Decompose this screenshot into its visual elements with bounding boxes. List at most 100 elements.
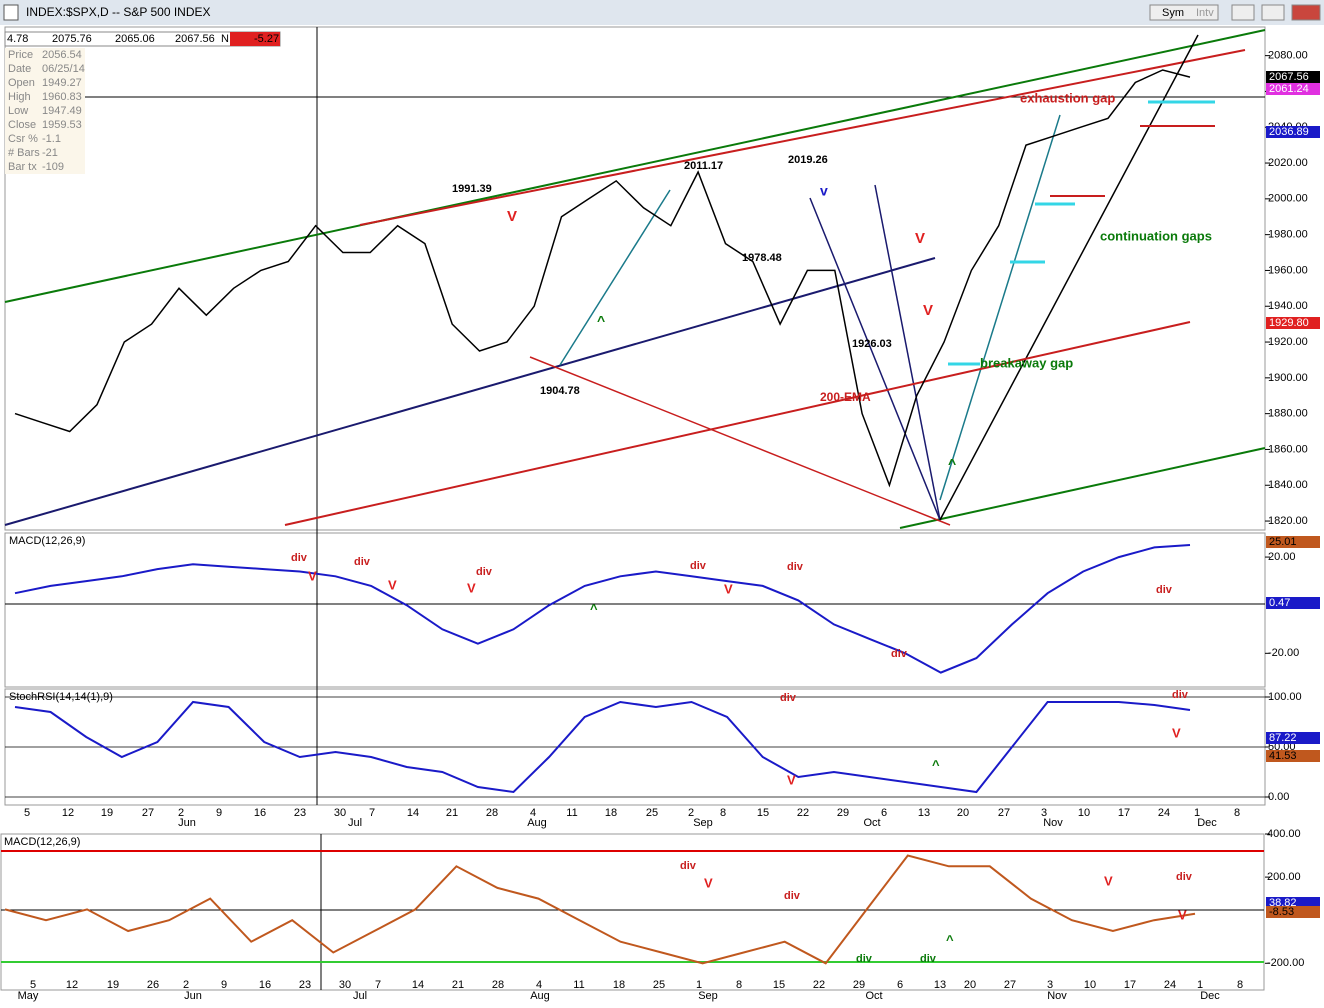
info-value: -109 — [42, 161, 64, 173]
quote-bar: 4.78 2075.76 2065.06 2067.56 N -5.27 — [4, 31, 281, 47]
x-tick-label: 13 — [918, 807, 930, 819]
x-tick-label: 30 — [339, 979, 351, 991]
info-label: Open — [8, 77, 35, 89]
info-value: -1.1 — [42, 133, 61, 145]
intv-button[interactable]: Intv — [1196, 7, 1214, 19]
quote-value: 2065.06 — [115, 33, 155, 45]
window-title: INDEX:$SPX,D -- S&P 500 INDEX — [26, 5, 211, 19]
indicator-line — [14, 700, 1191, 794]
maximize-button[interactable] — [1261, 4, 1285, 21]
value-marker-label: 0.47 — [1269, 597, 1290, 609]
x-tick-label: 8 — [1234, 807, 1240, 819]
y-tick-label: 1860.00 — [1268, 443, 1308, 455]
x-tick-label: 25 — [646, 807, 658, 819]
x-tick-label: 2 — [183, 979, 189, 991]
annotation: V — [704, 875, 713, 890]
x-tick-label: 9 — [216, 807, 222, 819]
y-tick-label: 1820.00 — [1268, 515, 1308, 527]
annotation: 2011.17 — [684, 160, 723, 172]
trend-line — [559, 189, 671, 366]
info-value: 1960.83 — [42, 91, 82, 103]
value-marker — [1266, 71, 1320, 83]
x-tick-label: 28 — [486, 807, 498, 819]
quote-value: 2067.56 — [175, 33, 215, 45]
x-month-label: Aug — [530, 990, 550, 1002]
x-tick-label: 11 — [573, 979, 584, 991]
annotation: V — [1178, 907, 1187, 922]
value-marker-label: 38.82 — [1269, 897, 1297, 909]
x-tick-label: 13 — [934, 979, 946, 991]
x-month-label: Jul — [353, 990, 367, 1002]
x-tick-label: 2 — [178, 807, 184, 819]
annotation: exhaustion gap — [1020, 90, 1115, 105]
x-tick-label: 3 — [1047, 979, 1053, 991]
x-tick-label: 4 — [536, 979, 542, 991]
y-tick-label: 2080.00 — [1268, 50, 1308, 62]
quote-value: 2075.76 — [52, 33, 92, 45]
annotation: div — [680, 860, 697, 872]
sym-button[interactable]: Sym — [1162, 7, 1184, 19]
x-tick-label: 22 — [813, 979, 825, 991]
x-tick-label: 9 — [221, 979, 227, 991]
info-value: -21 — [42, 147, 58, 159]
quote-value: -5.27 — [254, 33, 279, 45]
info-label: Bar tx — [8, 161, 37, 173]
x-month-label: Dec — [1197, 817, 1217, 829]
value-marker — [1266, 750, 1320, 762]
annotation: ^ — [597, 313, 605, 329]
value-marker-label: 2061.24 — [1269, 83, 1309, 95]
y-tick-label: 1840.00 — [1268, 479, 1308, 491]
annotation: continuation gaps — [1100, 228, 1212, 243]
indicator-line — [4, 854, 1196, 965]
x-tick-label: 7 — [369, 807, 375, 819]
x-tick-label: 29 — [837, 807, 849, 819]
x-tick-label: 14 — [407, 807, 419, 819]
annotation: v — [820, 183, 828, 199]
trend-line — [939, 114, 1061, 501]
x-tick-label: 19 — [107, 979, 119, 991]
x-tick-label: 20 — [957, 807, 969, 819]
x-month-label: Nov — [1047, 990, 1067, 1002]
price-panel — [4, 26, 1266, 531]
x-tick-label: 4 — [530, 807, 536, 819]
y-tick-label: 1920.00 — [1268, 336, 1308, 348]
annotation: V — [467, 580, 476, 595]
info-value: 2056.54 — [42, 49, 82, 61]
value-marker — [1266, 536, 1320, 548]
trend-line — [899, 447, 1266, 529]
annotation: 1926.03 — [852, 338, 892, 350]
annotation: div — [354, 556, 371, 568]
y-tick-label: 2000.00 — [1268, 193, 1308, 205]
value-marker-label: 2036.89 — [1269, 126, 1309, 138]
y-tick-label: 1960.00 — [1268, 264, 1308, 276]
quote-value: 4.78 — [7, 33, 28, 45]
x-tick-label: 23 — [299, 979, 311, 991]
annotation: V — [308, 568, 317, 583]
minimize-button[interactable] — [1231, 4, 1255, 21]
x-tick-label: 2 — [688, 807, 694, 819]
price-line — [14, 69, 1191, 488]
value-marker — [1266, 597, 1320, 609]
annotation: V — [507, 208, 517, 225]
info-label: Csr % — [8, 133, 38, 145]
x-tick-label: 1 — [1197, 979, 1203, 991]
value-marker — [1266, 126, 1320, 138]
value-marker-label: 87.22 — [1269, 732, 1297, 744]
x-tick-label: 10 — [1084, 979, 1096, 991]
annotation: V — [915, 230, 925, 247]
symbol-box[interactable] — [1149, 4, 1219, 21]
x-tick-label: 1 — [1194, 807, 1200, 819]
x-month-label: Jul — [348, 817, 362, 829]
panel-label: MACD(12,26,9) — [9, 535, 85, 547]
x-tick-label: 27 — [142, 807, 154, 819]
annotation: V — [1104, 873, 1113, 888]
x-tick-label: 24 — [1158, 807, 1170, 819]
x-tick-label: 24 — [1164, 979, 1176, 991]
close-button[interactable] — [1291, 4, 1321, 21]
annotation: 2019.26 — [788, 154, 828, 166]
annotation: V — [1172, 725, 1181, 740]
y-tick-label: 400.00 — [1267, 828, 1301, 840]
x-month-label: May — [18, 990, 39, 1002]
